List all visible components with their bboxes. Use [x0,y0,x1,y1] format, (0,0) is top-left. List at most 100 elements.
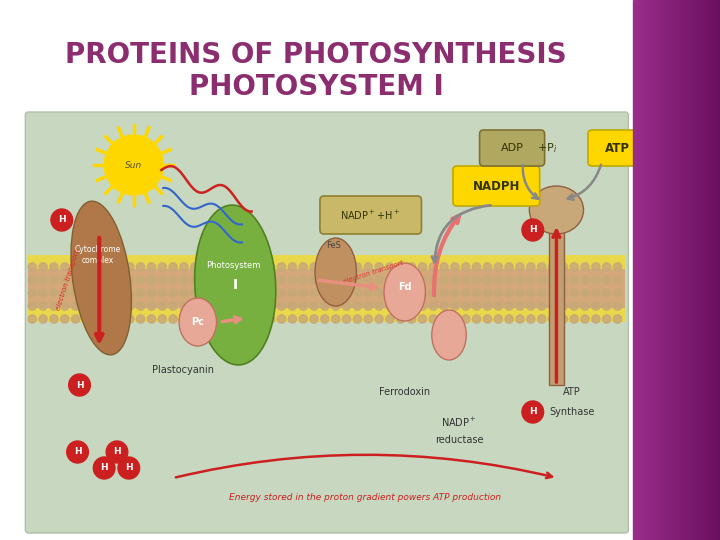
Circle shape [277,302,286,310]
Bar [658,0,660,540]
Circle shape [310,276,318,284]
Circle shape [613,289,621,297]
Circle shape [104,289,112,297]
Bar [694,0,695,540]
Circle shape [288,263,297,271]
Circle shape [212,302,220,310]
Circle shape [266,289,275,297]
Circle shape [440,276,449,284]
Circle shape [39,263,48,271]
Circle shape [180,263,188,271]
Text: Cytochrome
complex: Cytochrome complex [74,245,120,265]
Circle shape [50,315,58,323]
Bar [678,0,679,540]
Circle shape [212,276,220,284]
Circle shape [613,276,621,284]
Circle shape [549,302,557,310]
Circle shape [343,263,351,271]
Circle shape [592,289,600,297]
Circle shape [137,276,145,284]
Bar [656,0,657,540]
Ellipse shape [432,310,467,360]
Circle shape [180,289,188,297]
Circle shape [169,315,177,323]
Circle shape [526,302,535,310]
Circle shape [71,289,80,297]
Text: Photosystem: Photosystem [206,260,261,269]
Circle shape [212,289,220,297]
Circle shape [71,263,80,271]
Bar [667,0,668,540]
Circle shape [494,263,503,271]
Circle shape [169,263,177,271]
Circle shape [494,302,503,310]
Circle shape [538,289,546,297]
Circle shape [28,276,37,284]
Circle shape [538,276,546,284]
Text: PROTEINS OF PHOTOSYNTHESIS: PROTEINS OF PHOTOSYNTHESIS [66,41,567,69]
Circle shape [343,315,351,323]
Circle shape [516,289,524,297]
Circle shape [158,315,166,323]
Circle shape [126,302,134,310]
Circle shape [429,302,438,310]
Circle shape [516,302,524,310]
Circle shape [397,315,405,323]
Circle shape [581,276,589,284]
Circle shape [180,302,188,310]
Circle shape [114,315,123,323]
Circle shape [440,289,449,297]
Circle shape [397,302,405,310]
Text: H: H [100,463,108,472]
Circle shape [538,302,546,310]
Circle shape [418,263,426,271]
Circle shape [472,315,481,323]
Circle shape [354,315,361,323]
Circle shape [158,276,166,284]
Bar [716,0,717,540]
FancyBboxPatch shape [25,112,629,533]
Bar [702,0,703,540]
Circle shape [354,289,361,297]
Bar [672,0,673,540]
Circle shape [570,276,578,284]
Text: NADP$^+$+H$^+$: NADP$^+$+H$^+$ [341,208,400,221]
Bar [673,0,674,540]
Bar [688,0,689,540]
Circle shape [104,302,112,310]
Circle shape [440,315,449,323]
Circle shape [494,276,503,284]
Bar [643,0,644,540]
Circle shape [603,302,611,310]
Circle shape [191,315,199,323]
Circle shape [28,315,37,323]
Bar [663,0,664,540]
Bar [696,0,698,540]
Circle shape [202,302,210,310]
Text: H: H [113,448,121,456]
Circle shape [245,302,253,310]
Circle shape [191,276,199,284]
Circle shape [332,276,340,284]
Bar [706,0,707,540]
Circle shape [245,263,253,271]
Circle shape [462,263,470,271]
Circle shape [299,276,307,284]
Circle shape [245,289,253,297]
Circle shape [505,276,513,284]
Bar [657,0,658,540]
Circle shape [148,302,156,310]
Text: Fd: Fd [398,282,412,292]
Circle shape [451,302,459,310]
Circle shape [169,302,177,310]
Circle shape [451,315,459,323]
Bar [638,0,639,540]
Circle shape [126,263,134,271]
Text: H: H [125,463,132,472]
Bar [634,0,635,540]
Bar [642,0,643,540]
Ellipse shape [71,201,132,355]
Bar [693,0,694,540]
Circle shape [223,315,231,323]
Circle shape [343,276,351,284]
